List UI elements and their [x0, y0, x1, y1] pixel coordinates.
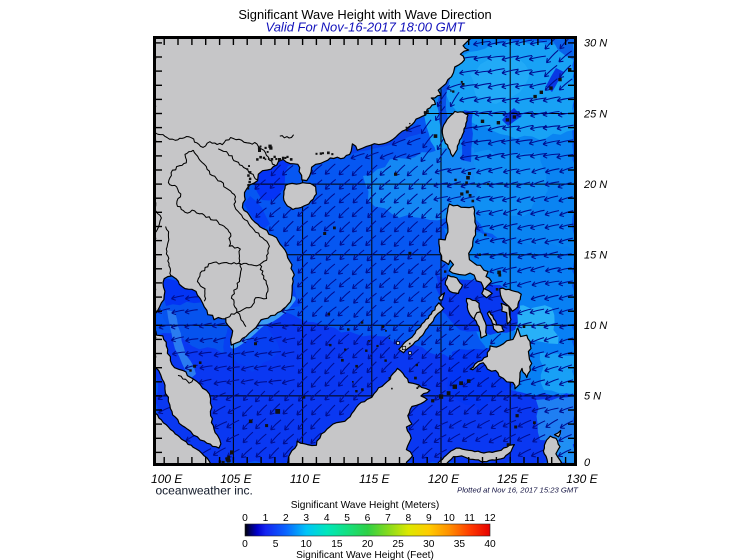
- svg-text:15 N: 15 N: [584, 250, 607, 262]
- svg-text:2: 2: [283, 513, 289, 524]
- svg-text:Significant Wave Height (Feet): Significant Wave Height (Feet): [296, 550, 434, 560]
- svg-text:120 E: 120 E: [428, 472, 460, 486]
- svg-text:10: 10: [301, 539, 313, 550]
- svg-text:Valid For Nov-16-2017 18:00 GM: Valid For Nov-16-2017 18:00 GMT: [266, 20, 466, 35]
- svg-text:7: 7: [385, 513, 391, 524]
- svg-text:8: 8: [405, 513, 411, 524]
- svg-text:5 N: 5 N: [584, 391, 601, 403]
- svg-text:25: 25: [392, 539, 404, 550]
- svg-text:25 N: 25 N: [583, 108, 607, 120]
- svg-text:oceanweather inc.: oceanweather inc.: [156, 484, 253, 498]
- svg-text:20: 20: [362, 539, 374, 550]
- svg-text:Significant Wave Height (Meter: Significant Wave Height (Meters): [291, 500, 440, 511]
- svg-text:4: 4: [324, 513, 330, 524]
- svg-text:20 N: 20 N: [583, 179, 607, 191]
- svg-text:130 E: 130 E: [566, 472, 598, 486]
- svg-text:125 E: 125 E: [497, 472, 529, 486]
- svg-text:100 E: 100 E: [151, 472, 183, 486]
- svg-text:5: 5: [344, 513, 350, 524]
- svg-text:Significant Wave Height with W: Significant Wave Height with Wave Direct…: [238, 7, 491, 22]
- svg-text:105 E: 105 E: [220, 472, 252, 486]
- svg-text:10: 10: [444, 513, 456, 524]
- svg-text:35: 35: [454, 539, 466, 550]
- svg-text:40: 40: [484, 539, 496, 550]
- svg-text:10 N: 10 N: [584, 320, 607, 332]
- svg-text:15: 15: [331, 539, 343, 550]
- svg-text:1: 1: [263, 513, 269, 524]
- svg-text:Plotted at Nov 16, 2017 15:23: Plotted at Nov 16, 2017 15:23 GMT: [457, 486, 579, 495]
- svg-text:0: 0: [242, 513, 248, 524]
- svg-text:30: 30: [423, 539, 435, 550]
- svg-text:11: 11: [464, 513, 475, 524]
- svg-text:9: 9: [426, 513, 432, 524]
- svg-text:3: 3: [303, 513, 309, 524]
- svg-text:30 N: 30 N: [584, 38, 607, 50]
- svg-text:115 E: 115 E: [359, 472, 390, 486]
- svg-text:6: 6: [365, 513, 371, 524]
- svg-text:5: 5: [273, 539, 279, 550]
- svg-text:12: 12: [484, 513, 496, 524]
- svg-text:0: 0: [584, 457, 591, 469]
- svg-text:110 E: 110 E: [290, 472, 321, 486]
- svg-text:0: 0: [242, 539, 248, 550]
